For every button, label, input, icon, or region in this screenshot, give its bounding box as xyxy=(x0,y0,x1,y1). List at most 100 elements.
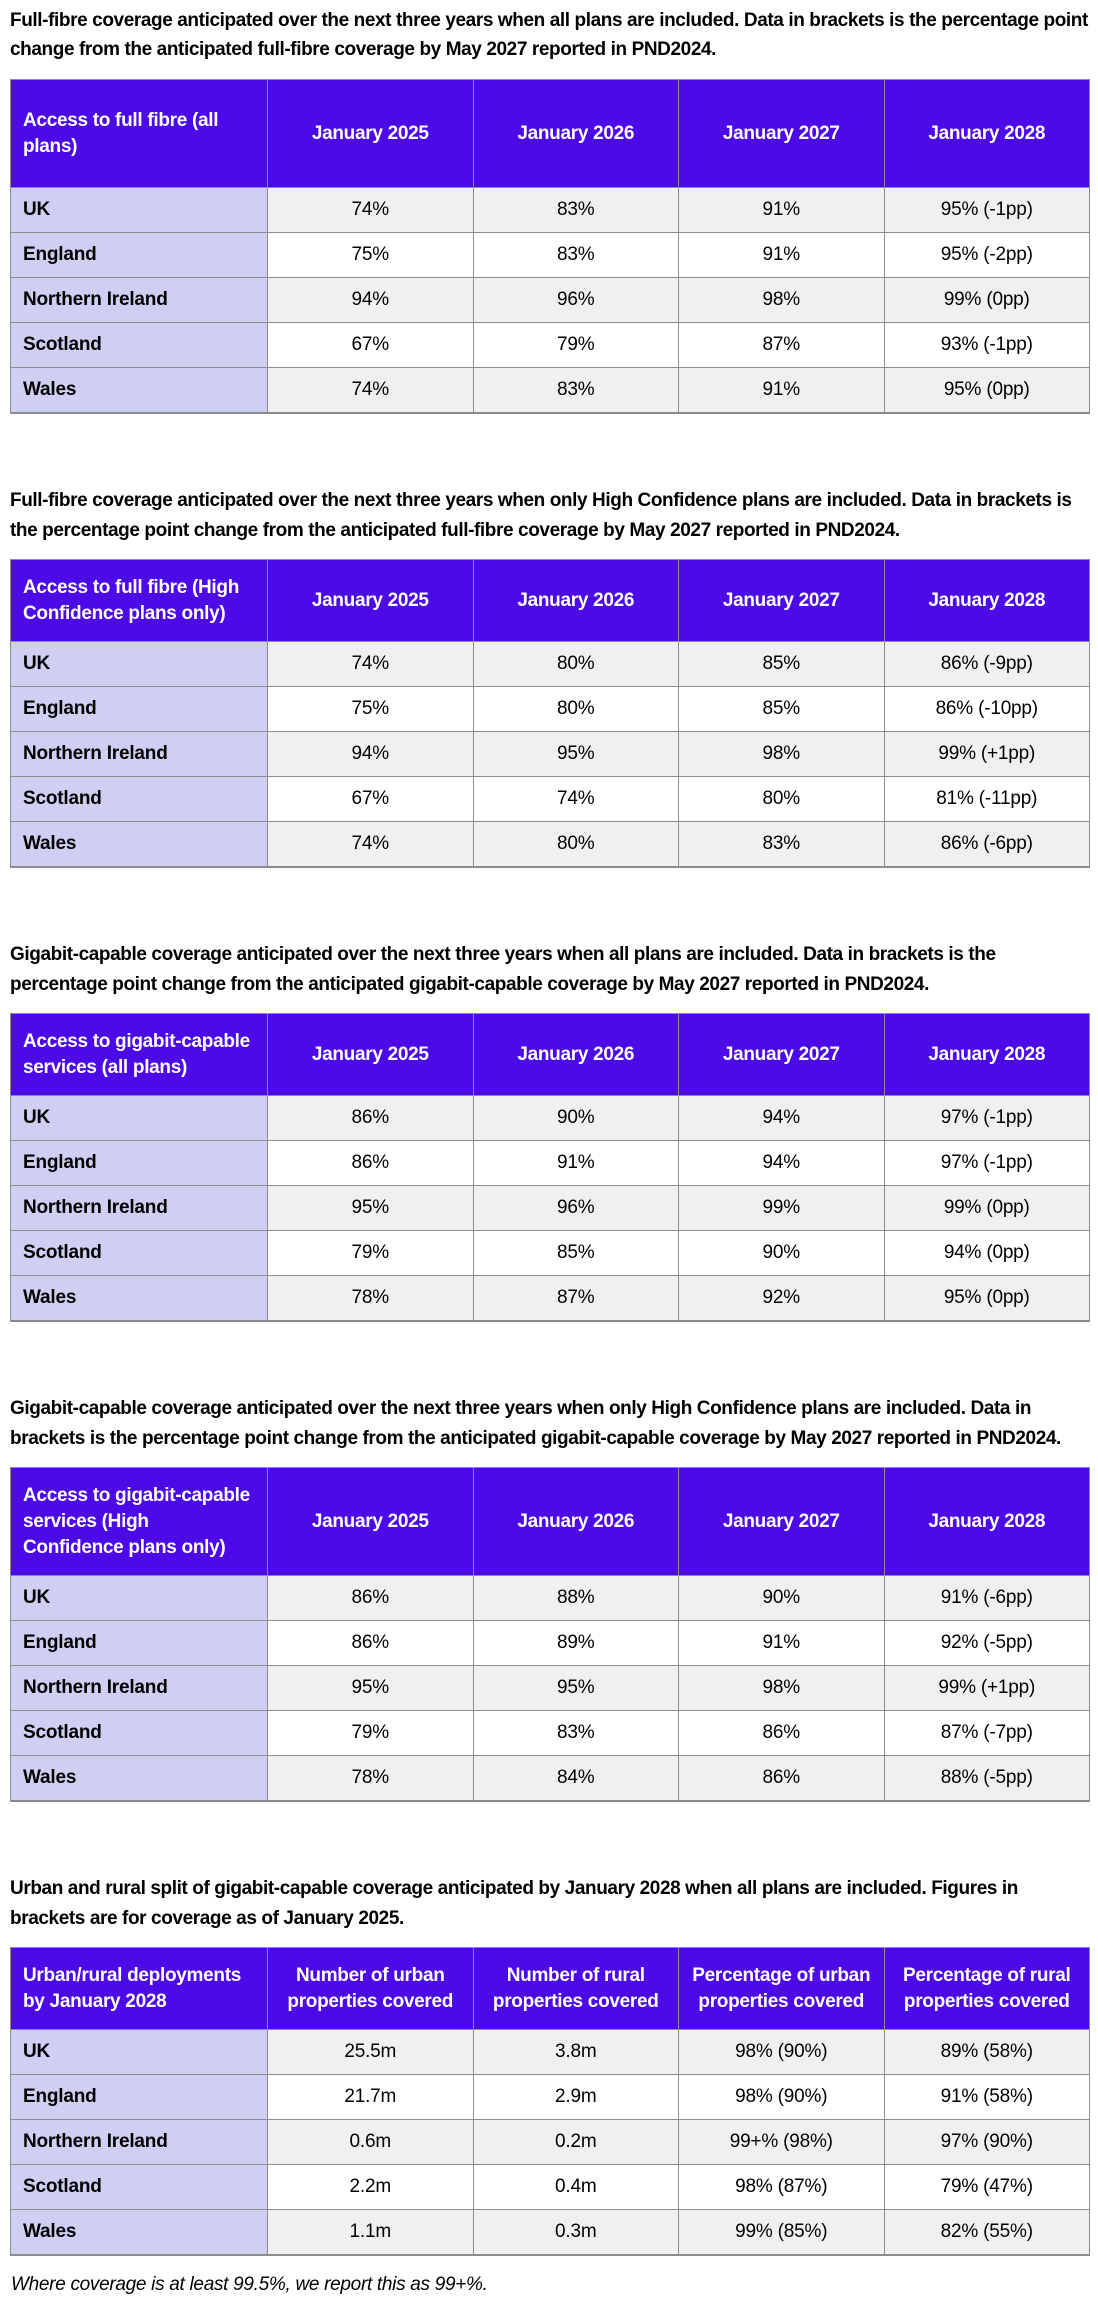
data-cell: 86% xyxy=(678,1755,885,1802)
table-row: Scotland 79% 85% 90% 94% (0pp) xyxy=(10,1230,1090,1277)
data-cell: 90% xyxy=(678,1575,885,1622)
row-label: Scotland xyxy=(10,1710,268,1757)
data-cell: 82% (55%) xyxy=(883,2209,1090,2256)
data-cell: 91% xyxy=(472,1140,679,1187)
column-header: Number of urban properties covered xyxy=(267,1947,474,2031)
coverage-table: Access to gigabit-capable services (High… xyxy=(10,1467,1090,1803)
row-label: Scotland xyxy=(10,2164,268,2211)
data-cell: 89% (58%) xyxy=(883,2029,1090,2076)
table-row: Northern Ireland 95% 95% 98% 99% (+1pp) xyxy=(10,1665,1090,1712)
data-cell: 96% xyxy=(472,277,679,324)
data-cell: 85% xyxy=(678,641,885,688)
row-label: Wales xyxy=(10,1275,268,1322)
table-body: UK 86% 90% 94% 97% (-1pp) England 86% 91% 94% 97%… xyxy=(10,1095,1090,1322)
table-row: Wales 78% 87% 92% 95% (0pp) xyxy=(10,1275,1090,1322)
data-cell: 99% (+1pp) xyxy=(883,1665,1090,1712)
table-row: Wales 74% 83% 91% 95% (0pp) xyxy=(10,367,1090,414)
data-cell: 74% xyxy=(267,187,474,234)
coverage-table: Access to gigabit-capable services (all … xyxy=(10,1013,1090,1323)
data-cell: 67% xyxy=(267,322,474,369)
data-cell: 91% xyxy=(678,187,885,234)
data-cell: 86% (-9pp) xyxy=(883,641,1090,688)
column-header: January 2028 xyxy=(883,1467,1090,1577)
data-cell: 98% (90%) xyxy=(678,2029,885,2076)
table-section-3: Gigabit-capable coverage anticipated ove… xyxy=(10,940,1090,1323)
data-cell: 91% xyxy=(678,232,885,279)
data-cell: 95% (0pp) xyxy=(883,367,1090,414)
table-section-1: Full-fibre coverage anticipated over the… xyxy=(10,6,1090,415)
table-row: UK 86% 88% 90% 91% (-6pp) xyxy=(10,1575,1090,1622)
table-body: UK 86% 88% 90% 91% (-6pp) England 86% 89% 91% 92%… xyxy=(10,1575,1090,1802)
data-cell: 86% (-10pp) xyxy=(883,686,1090,733)
data-cell: 75% xyxy=(267,232,474,279)
data-cell: 2.9m xyxy=(472,2074,679,2121)
column-header: January 2028 xyxy=(883,559,1090,643)
data-cell: 94% xyxy=(678,1095,885,1142)
row-label: Northern Ireland xyxy=(10,1185,268,1232)
column-header: January 2026 xyxy=(472,1467,679,1577)
data-cell: 90% xyxy=(472,1095,679,1142)
data-cell: 90% xyxy=(678,1230,885,1277)
table-row: England 75% 83% 91% 95% (-2pp) xyxy=(10,232,1090,279)
column-header: January 2025 xyxy=(267,559,474,643)
data-cell: 74% xyxy=(267,821,474,868)
row-label: Northern Ireland xyxy=(10,1665,268,1712)
data-cell: 95% xyxy=(472,731,679,778)
data-cell: 88% xyxy=(472,1575,679,1622)
table-corner-header: Access to gigabit-capable services (High… xyxy=(10,1467,268,1577)
data-cell: 83% xyxy=(472,367,679,414)
data-cell: 83% xyxy=(472,187,679,234)
table-head: Urban/rural deployments by January 2028 N… xyxy=(10,1947,1090,2031)
data-cell: 91% (-6pp) xyxy=(883,1575,1090,1622)
data-cell: 95% (-2pp) xyxy=(883,232,1090,279)
data-cell: 94% xyxy=(267,731,474,778)
data-cell: 93% (-1pp) xyxy=(883,322,1090,369)
data-cell: 0.4m xyxy=(472,2164,679,2211)
data-cell: 86% xyxy=(267,1140,474,1187)
table-head: Access to full fibre (High Confidence pl… xyxy=(10,559,1090,643)
column-header: January 2027 xyxy=(678,559,885,643)
data-cell: 74% xyxy=(267,367,474,414)
data-cell: 99% (0pp) xyxy=(883,277,1090,324)
data-cell: 2.2m xyxy=(267,2164,474,2211)
data-cell: 86% xyxy=(678,1710,885,1757)
coverage-table: Urban/rural deployments by January 2028 N… xyxy=(10,1947,1090,2257)
table-row: Scotland 79% 83% 86% 87% (-7pp) xyxy=(10,1710,1090,1757)
data-cell: 67% xyxy=(267,776,474,823)
table-head: Access to gigabit-capable services (all … xyxy=(10,1013,1090,1097)
data-cell: 97% (-1pp) xyxy=(883,1140,1090,1187)
column-header: January 2025 xyxy=(267,78,474,189)
data-cell: 75% xyxy=(267,686,474,733)
data-cell: 91% (58%) xyxy=(883,2074,1090,2121)
data-cell: 86% xyxy=(267,1095,474,1142)
data-cell: 95% xyxy=(267,1185,474,1232)
table-row: UK 74% 80% 85% 86% (-9pp) xyxy=(10,641,1090,688)
tables-container: Full-fibre coverage anticipated over the… xyxy=(10,6,1090,2257)
data-cell: 98% (87%) xyxy=(678,2164,885,2211)
row-label: UK xyxy=(10,1095,268,1142)
data-cell: 85% xyxy=(678,686,885,733)
data-cell: 84% xyxy=(472,1755,679,1802)
row-label: UK xyxy=(10,2029,268,2076)
data-cell: 79% xyxy=(267,1710,474,1757)
column-header: January 2026 xyxy=(472,78,679,189)
coverage-table: Access to full fibre (all plans) January … xyxy=(10,78,1090,415)
row-label: England xyxy=(10,686,268,733)
row-label: UK xyxy=(10,1575,268,1622)
table-row: England 86% 91% 94% 97% (-1pp) xyxy=(10,1140,1090,1187)
data-cell: 81% (-11pp) xyxy=(883,776,1090,823)
table-row: Northern Ireland 94% 95% 98% 99% (+1pp) xyxy=(10,731,1090,778)
data-cell: 1.1m xyxy=(267,2209,474,2256)
row-label: UK xyxy=(10,187,268,234)
data-cell: 87% xyxy=(472,1275,679,1322)
header-row: Access to full fibre (all plans) January … xyxy=(10,78,1090,189)
table-head: Access to full fibre (all plans) January … xyxy=(10,78,1090,189)
table-row: Scotland 2.2m 0.4m 98% (87%) 79% (47%) xyxy=(10,2164,1090,2211)
table-section-5: Urban and rural split of gigabit-capable… xyxy=(10,1874,1090,2257)
table-row: Northern Ireland 0.6m 0.2m 99+% (98%) 97% (9… xyxy=(10,2119,1090,2166)
row-label: England xyxy=(10,232,268,279)
column-header: January 2028 xyxy=(883,78,1090,189)
table-body: UK 74% 80% 85% 86% (-9pp) England 75% 80% 85% 86%… xyxy=(10,641,1090,868)
table-head: Access to gigabit-capable services (High… xyxy=(10,1467,1090,1577)
row-label: Northern Ireland xyxy=(10,277,268,324)
